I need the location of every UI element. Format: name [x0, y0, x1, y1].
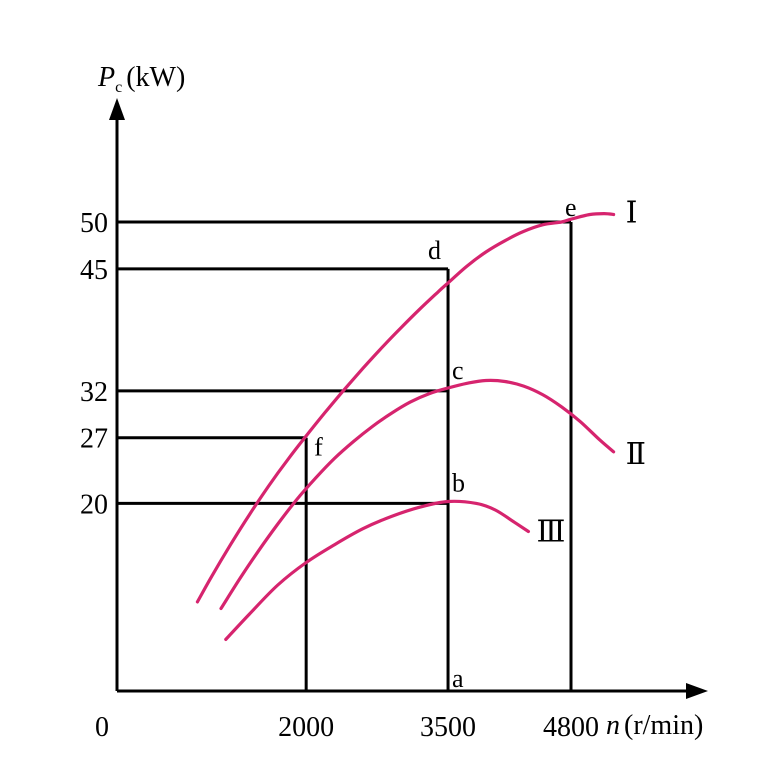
- point-label-a: a: [452, 664, 464, 693]
- point-labels: a b c d e f: [314, 193, 576, 693]
- x-tick-label-2: 4800: [543, 712, 599, 743]
- y-tick-label-3: 45: [80, 255, 108, 286]
- curve-1: [195, 211, 616, 604]
- x-axis-symbol: n: [606, 710, 620, 741]
- y-axis-symbol: P: [97, 62, 115, 93]
- y-tick-label-1: 27: [80, 424, 108, 455]
- curve-labels: Ⅰ Ⅱ Ⅲ: [536, 196, 646, 548]
- x-tick-label-0: 2000: [278, 712, 334, 743]
- x-tick-label-1: 3500: [420, 712, 476, 743]
- y-axis-arrow: [109, 98, 125, 120]
- x-axis-arrow: [686, 683, 708, 699]
- y-axis-title: Pc (kW): [97, 62, 185, 96]
- x-axis-title: n (r/min): [606, 710, 703, 741]
- curve-label-3: Ⅲ: [536, 516, 565, 549]
- guide-lines: [117, 220, 573, 691]
- curve-label-2: Ⅱ: [626, 438, 646, 471]
- point-label-f: f: [314, 433, 323, 462]
- curve-2: [219, 378, 616, 611]
- y-tick-label-4: 50: [80, 208, 108, 239]
- y-tick-label-2: 32: [80, 377, 108, 408]
- curves: [195, 211, 616, 641]
- y-axis-subscript: c: [115, 79, 122, 96]
- y-axis-unit: (kW): [126, 62, 185, 93]
- curve-3: [224, 499, 530, 641]
- point-label-b: b: [452, 468, 465, 497]
- curve-label-1: Ⅰ: [626, 196, 638, 229]
- point-label-d: d: [428, 236, 441, 265]
- point-label-c: c: [452, 356, 464, 385]
- x-axis-unit: (r/min): [624, 710, 703, 741]
- y-tick-label-0: 20: [80, 489, 108, 520]
- origin-label: 0: [95, 712, 109, 743]
- tick-labels: 2000 3500 4800 20 27 32 45 50: [80, 208, 599, 743]
- point-label-e: e: [565, 193, 577, 222]
- axes: [109, 98, 708, 699]
